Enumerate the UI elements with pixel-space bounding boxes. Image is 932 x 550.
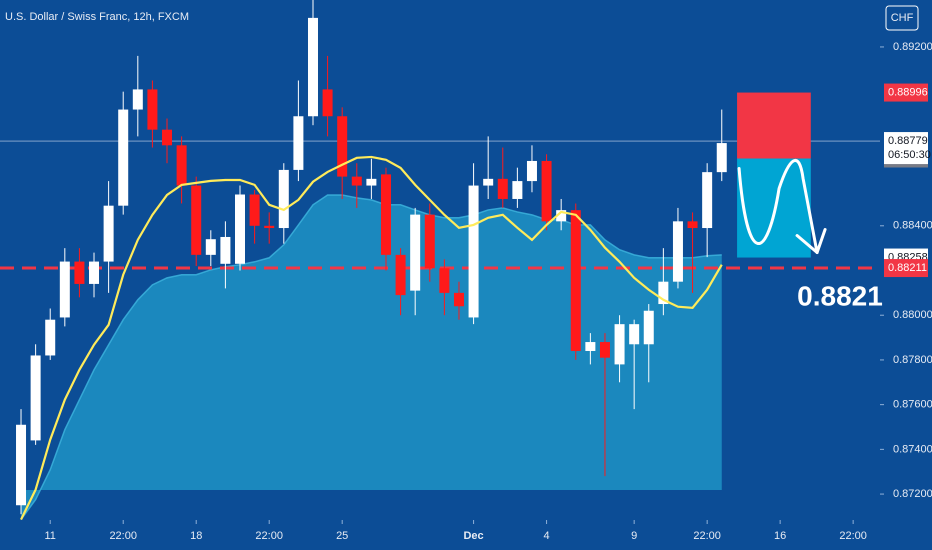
cloud-area — [21, 194, 722, 520]
candle-body — [147, 89, 158, 130]
candle-body — [322, 89, 333, 117]
x-tick-label: 18 — [190, 530, 202, 542]
x-tick-label: Dec — [463, 530, 483, 542]
candle-body — [380, 174, 391, 255]
candle-body — [16, 424, 27, 506]
stop-zone — [737, 92, 811, 159]
candle-body — [30, 355, 41, 441]
cloud-edge — [20, 194, 722, 520]
candle-body — [59, 261, 70, 318]
level-annotation: 0.8821 — [797, 280, 883, 311]
candle-body — [716, 143, 727, 173]
cloud-layer — [20, 194, 722, 520]
y-tick-label: 0.89200 — [893, 41, 932, 53]
x-tick-label: 16 — [774, 530, 786, 542]
currency-box[interactable] — [885, 5, 919, 31]
stop-label: 0.88996 — [888, 86, 928, 98]
candle-body — [702, 172, 713, 229]
candle-body — [132, 89, 143, 110]
candle-body — [191, 185, 202, 255]
candle-body — [658, 281, 669, 305]
candle-body — [439, 268, 450, 293]
candle-body — [337, 116, 348, 177]
candle-body — [497, 178, 508, 199]
candle-body — [235, 194, 245, 264]
x-tick-label: 22:00 — [109, 530, 137, 542]
candle-body — [74, 261, 85, 284]
candle-body — [526, 160, 537, 182]
candle-body — [599, 342, 610, 358]
candle-body — [541, 160, 552, 222]
candle-body — [45, 319, 56, 356]
candle-body — [672, 221, 683, 282]
x-tick-label: 11 — [45, 530, 56, 542]
x-tick-label: 9 — [631, 530, 637, 542]
candle-body — [118, 109, 129, 206]
drawn-arrowhead — [795, 228, 827, 255]
candle-body — [453, 292, 464, 307]
candle-body — [220, 236, 231, 264]
moving-average — [20, 155, 723, 521]
candle-body — [205, 239, 216, 255]
candle-body — [89, 261, 100, 284]
last-price-box — [884, 132, 928, 165]
candle-body — [570, 210, 581, 351]
candle-body — [278, 169, 289, 229]
chart-title: U.S. Dollar / Swiss Franc, 12h, FXCM — [5, 11, 189, 23]
candle-body — [264, 225, 275, 229]
candle-body — [556, 210, 567, 222]
candle-body — [366, 178, 377, 186]
countdown: 06:50:30 — [888, 149, 931, 161]
y-tick-label: 0.87200 — [893, 488, 932, 500]
candle-body — [643, 310, 654, 345]
candle-body — [293, 116, 304, 170]
candle-body — [614, 324, 625, 365]
candle-body — [395, 254, 406, 296]
candle-body — [176, 145, 187, 186]
plot: 0.8821 — [0, 0, 883, 521]
y-tick-label: 0.87600 — [893, 399, 932, 411]
y-tick-label: 0.88400 — [893, 220, 932, 232]
x-tick-label: 22:00 — [839, 530, 867, 542]
y-tick-label: 0.87400 — [893, 443, 932, 455]
level-label-box — [884, 259, 928, 278]
x-tick-label: 22:00 — [693, 530, 721, 542]
candle-body — [687, 221, 698, 229]
stop-label-box — [884, 83, 928, 102]
candle-body — [351, 176, 362, 186]
candle-body — [307, 17, 318, 117]
candle-body — [162, 129, 173, 146]
candle-body — [629, 324, 640, 345]
y-tick-label: 0.87800 — [893, 354, 932, 366]
x-tick-label: 4 — [544, 530, 550, 542]
candle-body — [424, 214, 435, 269]
candle-body — [410, 214, 421, 291]
x-tick-label: 25 — [336, 530, 348, 542]
candle-body — [512, 181, 523, 199]
x-tick-label: 22:00 — [255, 530, 283, 542]
drawn-arrow — [737, 158, 819, 255]
level-label: 0.88211 — [888, 262, 927, 274]
candle-body — [483, 178, 494, 186]
candle-body — [585, 342, 596, 351]
candle-body — [249, 194, 260, 226]
last-price-label: 0.88779 — [888, 135, 928, 147]
y-tick-label: 0.88000 — [893, 309, 932, 321]
candle-body — [468, 185, 479, 318]
candle-body — [103, 205, 114, 262]
currency[interactable]: CHF — [891, 12, 914, 24]
